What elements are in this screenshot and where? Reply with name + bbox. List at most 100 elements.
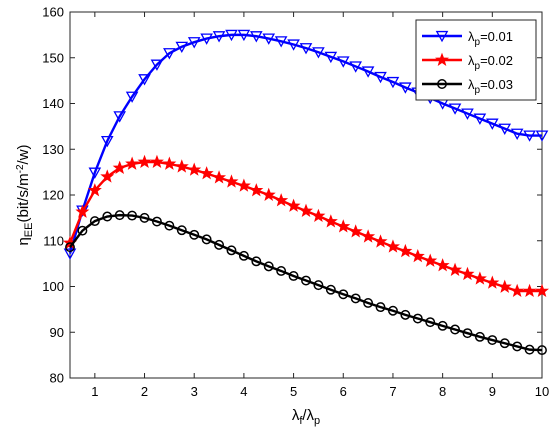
data-point bbox=[226, 245, 237, 256]
data-point bbox=[325, 284, 336, 295]
x-tick-label: 3 bbox=[191, 384, 198, 399]
x-tick-label: 7 bbox=[389, 384, 396, 399]
y-tick-label: 160 bbox=[42, 5, 64, 20]
data-point bbox=[137, 154, 152, 169]
data-point bbox=[311, 208, 326, 222]
data-point bbox=[473, 113, 487, 125]
data-point bbox=[338, 289, 349, 300]
x-tick-label: 1 bbox=[91, 384, 98, 399]
y-tick-label: 150 bbox=[42, 50, 64, 65]
y-tick-label: 130 bbox=[42, 142, 64, 157]
data-point bbox=[535, 130, 549, 142]
legend-label-part: =0.01 bbox=[480, 29, 513, 44]
x-axis-title-part: λ bbox=[307, 407, 315, 424]
legend-label: λp=0.02 bbox=[468, 53, 513, 72]
data-point bbox=[65, 242, 75, 253]
data-point bbox=[149, 154, 164, 169]
data-point bbox=[236, 178, 251, 192]
data-point bbox=[462, 328, 473, 339]
data-point bbox=[63, 248, 77, 260]
data-point bbox=[263, 261, 274, 272]
x-axis-title-part: f bbox=[299, 415, 303, 427]
data-point bbox=[138, 74, 151, 86]
data-point bbox=[510, 128, 524, 140]
data-point bbox=[510, 283, 525, 298]
data-point bbox=[374, 71, 387, 84]
data-point bbox=[425, 317, 436, 328]
x-axis-title-part: / bbox=[302, 407, 307, 424]
y-tick-label: 120 bbox=[42, 188, 64, 203]
y-axis-title-part: η bbox=[15, 237, 32, 245]
data-point bbox=[274, 36, 288, 48]
data-point bbox=[522, 283, 537, 298]
data-point bbox=[323, 214, 338, 228]
data-point bbox=[162, 156, 177, 170]
data-point bbox=[224, 174, 239, 188]
data-point bbox=[485, 275, 500, 289]
legend-marker bbox=[435, 30, 449, 43]
y-axis-title-part: (bit/s/m bbox=[15, 173, 32, 222]
data-point bbox=[299, 43, 313, 55]
x-axis-title: λf/λp bbox=[292, 407, 320, 427]
data-point bbox=[113, 111, 126, 123]
legend-label-part: p bbox=[475, 37, 481, 48]
legend-label-part: =0.03 bbox=[480, 77, 513, 92]
data-point bbox=[125, 156, 140, 170]
legend-label-part: =0.02 bbox=[480, 53, 513, 68]
data-point bbox=[472, 271, 487, 285]
data-point bbox=[88, 167, 102, 179]
y-tick-label: 90 bbox=[50, 325, 64, 340]
x-tick-label: 10 bbox=[535, 384, 549, 399]
data-point bbox=[249, 183, 264, 197]
data-point bbox=[348, 224, 363, 238]
data-point bbox=[324, 51, 338, 64]
data-point bbox=[524, 344, 535, 355]
data-point bbox=[114, 210, 125, 221]
legend-label-part: p bbox=[475, 61, 481, 72]
data-point bbox=[212, 170, 227, 184]
y-tick-label: 140 bbox=[42, 96, 64, 111]
data-point bbox=[288, 271, 299, 281]
data-point bbox=[176, 225, 187, 236]
data-point bbox=[199, 166, 214, 180]
y-tick-label: 100 bbox=[42, 279, 64, 294]
data-point bbox=[237, 29, 251, 42]
data-point bbox=[77, 225, 88, 236]
legend-item-2: λp=0.02 bbox=[422, 52, 513, 72]
data-point bbox=[112, 160, 127, 174]
data-point bbox=[262, 33, 276, 45]
data-point bbox=[251, 256, 262, 267]
data-point bbox=[201, 234, 212, 245]
data-point bbox=[151, 216, 162, 227]
data-point bbox=[312, 47, 325, 59]
y-tick-label: 80 bbox=[50, 371, 64, 386]
data-point bbox=[399, 82, 412, 94]
legend-label-part: λ bbox=[468, 29, 475, 44]
data-point bbox=[139, 212, 150, 223]
data-point bbox=[450, 324, 461, 335]
y-tick-label: 110 bbox=[43, 233, 64, 248]
data-point bbox=[200, 33, 213, 45]
legend-label-part: λ bbox=[468, 77, 475, 92]
data-point bbox=[423, 253, 438, 267]
legend-label: λp=0.03 bbox=[468, 77, 513, 96]
data-point bbox=[537, 345, 547, 356]
x-tick-label: 6 bbox=[340, 384, 347, 399]
data-point bbox=[435, 258, 450, 272]
data-point bbox=[187, 162, 202, 176]
data-point bbox=[75, 204, 90, 218]
legend-marker bbox=[437, 79, 447, 89]
data-point bbox=[164, 220, 175, 231]
data-point bbox=[299, 203, 313, 217]
data-point bbox=[460, 266, 475, 281]
data-point bbox=[437, 320, 448, 331]
data-point bbox=[187, 37, 201, 49]
data-point bbox=[474, 331, 485, 342]
y-axis-title-part: EE bbox=[23, 223, 35, 238]
data-point bbox=[461, 108, 474, 120]
data-point bbox=[100, 135, 114, 148]
data-point bbox=[400, 309, 411, 320]
x-axis-title-part: p bbox=[314, 415, 320, 427]
